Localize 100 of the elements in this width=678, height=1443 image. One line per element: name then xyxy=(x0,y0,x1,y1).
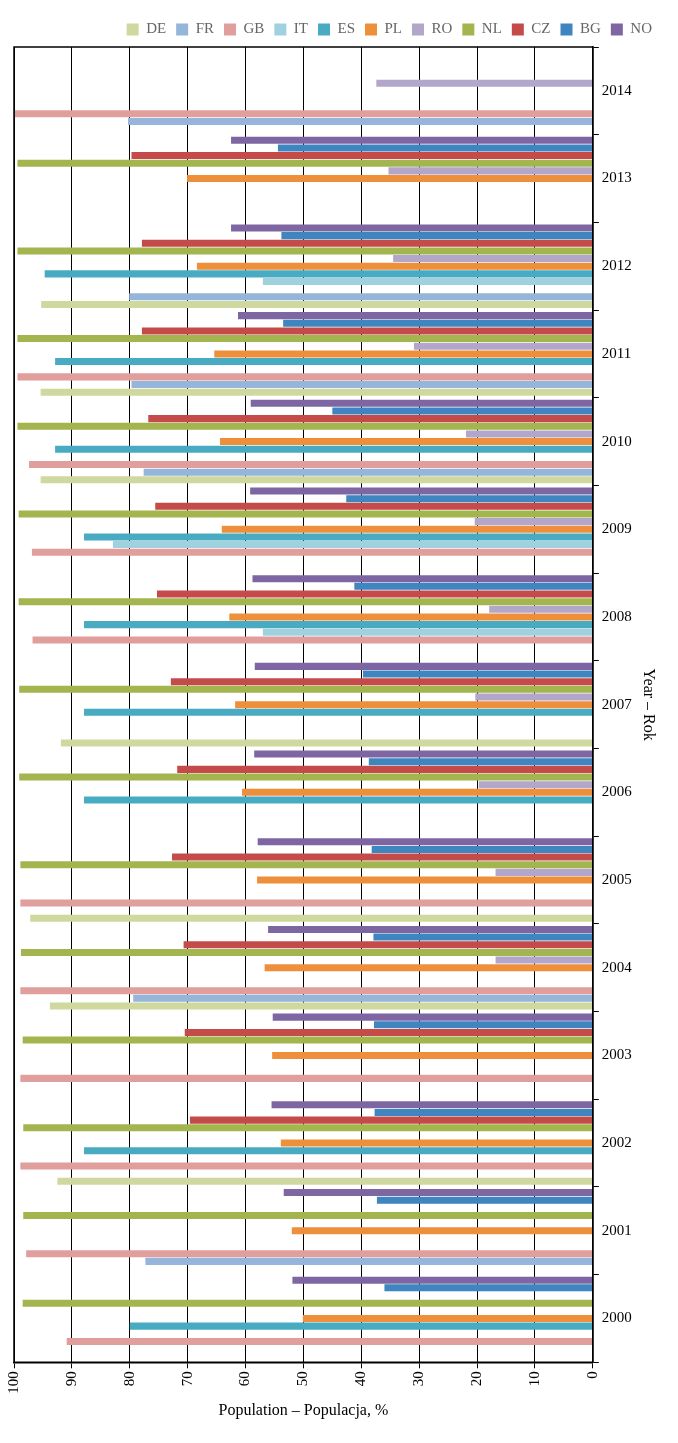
bar xyxy=(17,422,593,430)
y-tick-label: 2002 xyxy=(601,1134,632,1151)
bar xyxy=(30,914,593,922)
bar xyxy=(84,621,593,629)
bar xyxy=(131,152,593,160)
bar xyxy=(40,476,593,484)
bar xyxy=(55,445,593,453)
bar xyxy=(44,270,593,278)
y-tick-label: 2000 xyxy=(601,1309,632,1326)
bar xyxy=(376,1196,593,1204)
bar xyxy=(14,110,593,118)
x-tick-label: 90 xyxy=(62,1371,79,1387)
bar xyxy=(20,861,593,869)
bar xyxy=(384,1284,593,1292)
bar xyxy=(40,388,593,396)
bar xyxy=(475,693,593,701)
x-tick-label: 60 xyxy=(236,1371,253,1387)
y-tick-label: 2013 xyxy=(601,169,632,186)
bar xyxy=(374,1108,593,1116)
bar xyxy=(235,701,593,709)
bar xyxy=(280,1139,593,1147)
y-tick-label: 2012 xyxy=(601,257,632,274)
bar xyxy=(17,373,593,381)
bar xyxy=(272,1051,593,1059)
legend-label: ES xyxy=(337,20,355,37)
bar xyxy=(189,1116,593,1124)
bar xyxy=(262,278,593,286)
bar xyxy=(221,525,593,533)
bar xyxy=(250,487,593,495)
bar xyxy=(84,533,593,541)
bar xyxy=(177,765,593,773)
bar xyxy=(271,1101,593,1109)
bar xyxy=(148,415,593,423)
bar xyxy=(332,407,593,415)
bar xyxy=(23,1124,593,1132)
bar xyxy=(489,605,593,613)
bar xyxy=(19,773,593,781)
bar xyxy=(277,144,593,152)
bar xyxy=(281,232,593,240)
bar xyxy=(20,1074,593,1082)
bar xyxy=(23,1211,593,1219)
bar xyxy=(172,853,593,861)
bar xyxy=(32,636,593,644)
y-axis-title: Year – Rok xyxy=(641,668,659,741)
bar xyxy=(31,548,593,556)
y-tick-label: 2003 xyxy=(601,1046,632,1063)
bar xyxy=(374,1021,593,1029)
bar xyxy=(20,987,593,995)
bar xyxy=(354,582,593,590)
bar xyxy=(495,956,593,964)
bar xyxy=(17,335,593,343)
bar xyxy=(242,788,593,796)
bar xyxy=(214,350,593,358)
bar xyxy=(156,590,593,598)
bar xyxy=(183,941,593,949)
legend-label: BG xyxy=(580,20,601,37)
bar xyxy=(474,518,593,526)
bar xyxy=(371,845,593,853)
bar xyxy=(145,1257,593,1265)
x-tick-label: 20 xyxy=(467,1371,484,1387)
bar xyxy=(220,438,593,446)
bar xyxy=(196,262,593,270)
bar xyxy=(20,899,593,907)
y-tick-label: 2004 xyxy=(601,958,633,975)
x-tick-label: 80 xyxy=(120,1371,137,1387)
bar xyxy=(22,1036,593,1044)
bar xyxy=(131,380,593,389)
bar xyxy=(363,670,593,678)
bar xyxy=(49,1002,593,1010)
bar xyxy=(84,796,593,804)
bar xyxy=(141,327,593,335)
y-tick-label: 2007 xyxy=(601,695,633,712)
bar xyxy=(257,876,593,884)
bar xyxy=(18,510,593,518)
bar xyxy=(478,781,593,789)
legend-label: IT xyxy=(293,20,308,37)
bar xyxy=(184,1028,593,1036)
bar xyxy=(291,1227,593,1235)
bar xyxy=(231,224,593,232)
y-tick-label: 2010 xyxy=(601,432,632,449)
bar xyxy=(268,925,593,933)
y-tick-label: 2014 xyxy=(601,81,633,98)
x-tick-label: 50 xyxy=(294,1371,311,1387)
bar xyxy=(20,948,593,956)
bar xyxy=(393,255,593,263)
bar xyxy=(18,598,593,606)
bar xyxy=(283,1188,593,1197)
legend-label: RO xyxy=(431,20,453,37)
bar xyxy=(17,159,593,167)
bar xyxy=(55,358,593,366)
bar xyxy=(292,1276,593,1284)
y-tick-label: 2011 xyxy=(601,344,632,361)
bar xyxy=(129,1322,593,1330)
legend-label: CZ xyxy=(531,20,551,37)
y-tick-label: 2008 xyxy=(601,607,632,624)
bar xyxy=(57,1177,593,1185)
bar xyxy=(262,628,593,636)
bar xyxy=(272,1013,593,1021)
bar xyxy=(283,319,593,327)
bar xyxy=(26,1250,593,1258)
